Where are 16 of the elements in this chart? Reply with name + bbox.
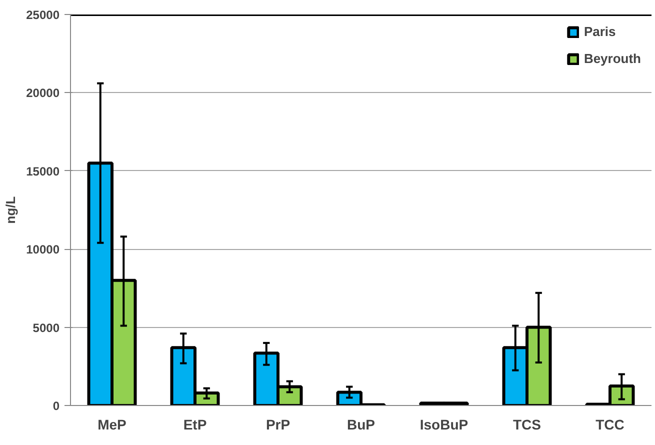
y-tick-label: 15000 — [26, 164, 60, 178]
legend-label: Beyrouth — [584, 51, 641, 66]
x-tick-label: PrP — [266, 416, 290, 432]
x-tick-label: MeP — [98, 416, 126, 432]
y-tick-label: 10000 — [26, 242, 60, 257]
y-tick-label: 0 — [52, 399, 60, 413]
y-tick-label: 25000 — [26, 8, 60, 22]
x-tick-label: TCC — [596, 416, 624, 432]
x-tick-label: BuP — [347, 416, 375, 432]
x-tick-label: TCS — [513, 416, 541, 432]
y-tick-label: 20000 — [26, 86, 60, 100]
legend-label: Paris — [584, 24, 616, 39]
y-tick-label: 5000 — [32, 320, 60, 335]
y-axis-title: ng/L — [3, 196, 18, 224]
x-tick-label: EtP — [183, 416, 207, 432]
x-tick-label: IsoBuP — [420, 416, 468, 432]
